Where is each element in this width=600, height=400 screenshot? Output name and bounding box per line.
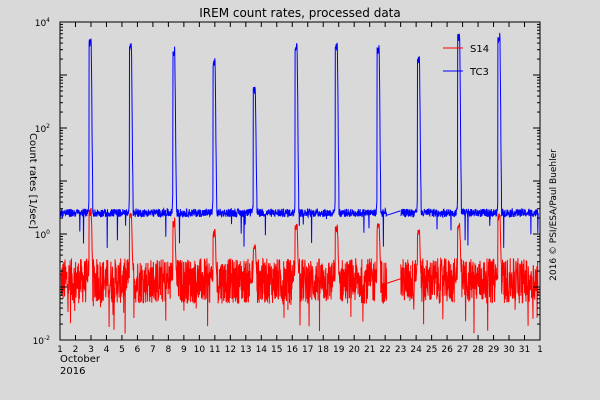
x-tick-label: 8 bbox=[166, 345, 172, 355]
y-tick-label: 10-2 bbox=[33, 335, 51, 347]
x-tick-label: 3 bbox=[88, 345, 94, 355]
y-tick-label: 100 bbox=[35, 229, 50, 241]
x-year-label: 2016 bbox=[60, 366, 85, 377]
x-tick-label: 31 bbox=[519, 345, 530, 355]
x-tick-label: 17 bbox=[302, 345, 313, 355]
x-tick-label: 24 bbox=[410, 345, 422, 355]
y-tick-label: 104 bbox=[35, 17, 50, 29]
x-tick-label: 30 bbox=[503, 345, 515, 355]
x-tick-label: 7 bbox=[150, 345, 156, 355]
series-gap-bridge bbox=[386, 278, 401, 284]
x-tick-label: 22 bbox=[379, 345, 390, 355]
y-tick-label: 102 bbox=[35, 123, 50, 135]
x-tick-label: 1 bbox=[537, 345, 543, 355]
x-tick-label: 18 bbox=[317, 345, 329, 355]
x-tick-label: 12 bbox=[225, 345, 236, 355]
x-tick-label: 4 bbox=[104, 345, 110, 355]
x-tick-label: 10 bbox=[194, 345, 206, 355]
x-tick-label: 27 bbox=[457, 345, 468, 355]
x-tick-label: 6 bbox=[135, 345, 141, 355]
x-tick-label: 16 bbox=[287, 345, 299, 355]
x-tick-label: 28 bbox=[472, 345, 484, 355]
series-layer bbox=[60, 32, 539, 334]
series-s14 bbox=[60, 207, 539, 334]
x-tick-label: 15 bbox=[271, 345, 282, 355]
x-tick-label: 21 bbox=[364, 345, 375, 355]
x-tick-label: 11 bbox=[209, 345, 220, 355]
y-axis: 10-2 100 102 104 bbox=[33, 17, 540, 347]
x-tick-label: 1 bbox=[57, 345, 63, 355]
legend-label-tc3: TC3 bbox=[469, 67, 489, 78]
series-line bbox=[60, 32, 539, 248]
x-tick-label: 9 bbox=[181, 345, 187, 355]
x-tick-label: 2 bbox=[73, 345, 79, 355]
credit-text: 2016 © PSI/ESA/Paul Buehler bbox=[549, 149, 559, 281]
x-axis: 1 2 3 4 5 6 7 8 9 10 11 12 13 14 15 16 17 18 19 20 21 22 23 24 2… bbox=[57, 22, 543, 355]
x-tick-label: 23 bbox=[395, 345, 406, 355]
x-month-label: October bbox=[60, 354, 101, 365]
series-tc3 bbox=[60, 32, 539, 248]
x-tick-label: 13 bbox=[240, 345, 251, 355]
chart-title: IREM count rates, processed data bbox=[199, 6, 401, 20]
legend-label-s14: S14 bbox=[470, 44, 489, 55]
x-tick-label: 20 bbox=[348, 345, 360, 355]
legend: S14 TC3 bbox=[443, 44, 489, 78]
series-line bbox=[60, 207, 539, 334]
x-tick-label: 5 bbox=[119, 345, 125, 355]
x-tick-label: 19 bbox=[333, 345, 345, 355]
x-tick-label: 26 bbox=[441, 345, 453, 355]
x-tick-label: 14 bbox=[256, 345, 268, 355]
y-axis-label: Count rates [1/sec] bbox=[27, 133, 38, 229]
x-tick-label: 29 bbox=[488, 345, 500, 355]
x-tick-label: 25 bbox=[426, 345, 437, 355]
series-gap-bridge bbox=[386, 210, 401, 216]
